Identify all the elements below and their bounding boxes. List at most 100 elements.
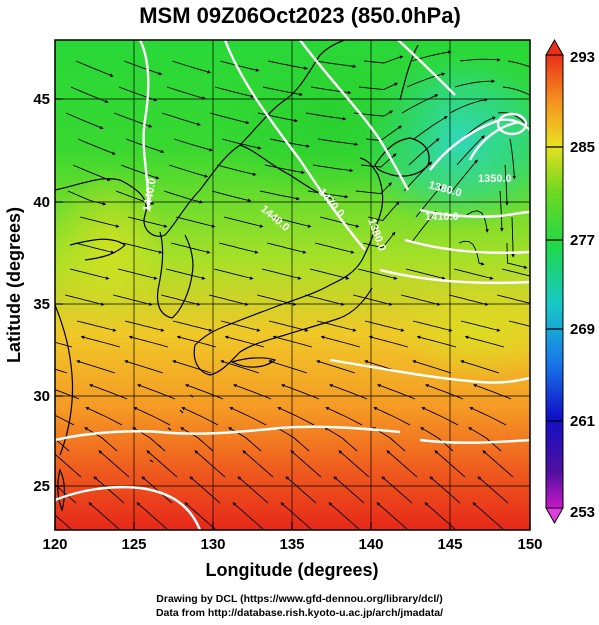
streamline xyxy=(233,383,272,400)
streamline xyxy=(163,190,203,204)
streamline xyxy=(271,216,312,228)
streamline xyxy=(261,268,302,280)
streamline xyxy=(85,407,123,426)
streamline xyxy=(268,320,309,332)
y-tick-labels: 25 30 35 40 45 xyxy=(33,91,50,495)
streamline xyxy=(272,335,313,348)
streamline xyxy=(453,268,494,280)
streamline xyxy=(237,476,269,504)
streamline xyxy=(259,190,300,201)
streamline xyxy=(55,389,80,400)
streamline xyxy=(376,502,408,530)
streamline xyxy=(358,82,399,90)
streamline xyxy=(133,407,171,426)
streamline xyxy=(401,94,439,114)
green-region xyxy=(210,40,450,200)
streamline xyxy=(165,268,206,280)
streamline xyxy=(175,216,216,228)
x-tick-label: 125 xyxy=(121,536,146,553)
streamline xyxy=(413,116,448,140)
streamline xyxy=(429,476,461,504)
streamline xyxy=(219,60,260,72)
streamline xyxy=(184,502,216,530)
streamline xyxy=(285,476,317,504)
streamline xyxy=(458,240,485,266)
streamline xyxy=(70,86,109,103)
streamline xyxy=(229,407,267,426)
streamline xyxy=(460,360,500,374)
streamline xyxy=(314,242,355,254)
streamline xyxy=(172,360,212,374)
streamline xyxy=(451,159,478,192)
streamline xyxy=(98,450,130,478)
streamline xyxy=(77,138,116,155)
streamline xyxy=(420,427,454,452)
streamline xyxy=(367,201,400,222)
streamline xyxy=(160,294,201,306)
streamline xyxy=(459,58,501,62)
streamline xyxy=(209,112,250,125)
streamline xyxy=(89,383,128,400)
streamline xyxy=(421,407,459,426)
x-tick-label: 130 xyxy=(200,536,225,553)
streamline xyxy=(256,294,297,306)
credit-drawing: Drawing by DCL (https://www.gfd-dennou.o… xyxy=(156,593,443,605)
streamline xyxy=(69,268,110,280)
streamline xyxy=(264,164,305,175)
streamline xyxy=(220,320,261,332)
streamline xyxy=(352,294,393,306)
streamline xyxy=(328,502,360,530)
y-axis-label: Latitude (degrees) xyxy=(4,207,24,363)
streamline xyxy=(410,210,437,244)
streamline xyxy=(290,450,322,478)
streamline xyxy=(506,242,528,269)
streamline xyxy=(214,86,255,98)
streamline xyxy=(310,86,352,95)
streamline xyxy=(79,216,120,228)
colorbar-tick: 269 xyxy=(570,321,595,338)
streamline xyxy=(482,450,514,478)
streamline xyxy=(117,268,158,280)
x-tick-label: 135 xyxy=(279,536,304,553)
streamline xyxy=(362,231,396,249)
streamline xyxy=(507,60,530,68)
streamline xyxy=(365,125,402,141)
streamline xyxy=(67,190,107,206)
streamline xyxy=(377,383,416,400)
streamline xyxy=(403,161,433,192)
streamline xyxy=(309,268,350,280)
colorbar-tick: 277 xyxy=(570,232,595,249)
streamline xyxy=(216,164,257,176)
x-axis-label: Longitude (degrees) xyxy=(205,560,378,580)
streamline xyxy=(120,164,160,180)
streamline xyxy=(268,360,308,374)
streamline xyxy=(124,320,165,332)
streamline xyxy=(123,60,163,76)
streamline xyxy=(146,450,178,478)
streamline xyxy=(316,360,356,374)
yellow-region-west xyxy=(55,170,170,330)
streamline xyxy=(281,383,320,400)
streamline xyxy=(469,407,507,426)
streamline xyxy=(509,138,517,180)
streamline xyxy=(320,335,361,348)
streamline xyxy=(213,268,254,280)
streamline xyxy=(501,268,530,277)
streamline xyxy=(269,138,311,148)
x-tick-labels: 120 125 130 135 140 145 150 xyxy=(42,536,542,553)
streamline xyxy=(434,450,466,478)
streamline xyxy=(405,268,446,280)
y-tick-label: 40 xyxy=(33,194,50,211)
y-tick-label: 30 xyxy=(33,388,50,405)
streamline xyxy=(477,476,509,504)
streamline xyxy=(189,476,221,504)
streamline xyxy=(166,86,206,100)
streamline xyxy=(128,335,169,348)
streamline xyxy=(448,294,489,306)
map-title: MSM 09Z06Oct2023 (850.0hPa) xyxy=(139,3,461,28)
streamline xyxy=(218,242,259,254)
streamline xyxy=(373,407,411,426)
streamline xyxy=(88,502,120,530)
streamline xyxy=(55,368,68,374)
streamline xyxy=(319,216,360,228)
